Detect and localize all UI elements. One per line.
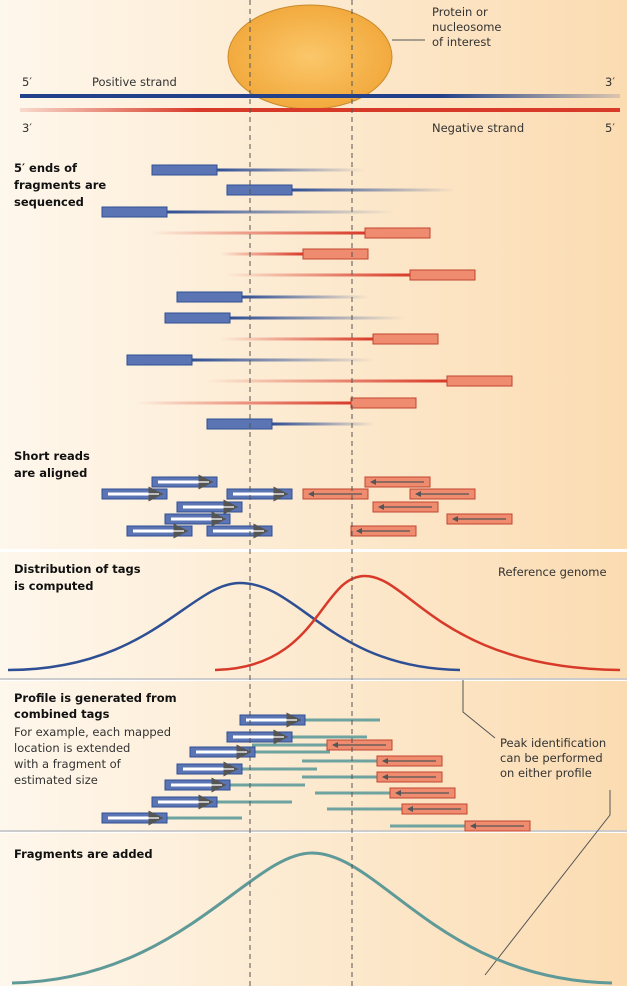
title-line: Distribution of tags — [14, 562, 141, 576]
protein — [228, 5, 392, 109]
fragment-tail — [225, 274, 410, 277]
fragment-end — [127, 355, 192, 365]
fragment-end — [303, 249, 368, 259]
fragment-end — [365, 228, 430, 238]
title-line: fragments are — [14, 178, 106, 192]
title-line: combined tags — [14, 707, 110, 721]
note-line: on either profile — [500, 766, 592, 780]
text-line: estimated size — [14, 773, 98, 787]
fragment-end — [207, 419, 272, 429]
title-line: Profile is generated from — [14, 691, 177, 705]
reference-label: Reference genome — [498, 565, 607, 579]
fragment-tail — [135, 402, 351, 405]
note-line: can be performed — [500, 751, 603, 765]
title-line: sequenced — [14, 195, 84, 209]
label-line: Protein or — [432, 5, 488, 19]
text-line: For example, each mapped — [14, 725, 171, 739]
extension — [302, 776, 377, 779]
label-line: nucleosome — [432, 20, 502, 34]
title-line: Short reads — [14, 449, 90, 463]
fragment-tail — [230, 317, 405, 320]
strand-end: 3′ — [22, 121, 32, 135]
fragment-end — [152, 165, 217, 175]
fragment-tail — [150, 232, 365, 235]
extension — [305, 719, 380, 722]
fragment-tail — [217, 169, 365, 172]
note-line: Peak identification — [500, 736, 606, 750]
fragment-end — [227, 185, 292, 195]
title-line: is computed — [14, 579, 93, 593]
fragment-end — [165, 313, 230, 323]
diagram: Protein or nucleosome of interest 5′ Pos… — [0, 0, 627, 986]
strand-label: Positive strand — [92, 75, 177, 89]
positive-strand — [20, 94, 620, 98]
fragment-tail — [242, 296, 370, 299]
fragment-tail — [220, 338, 373, 341]
extension — [242, 768, 317, 771]
strand-label: Negative strand — [432, 121, 524, 135]
strand-end: 3′ — [605, 75, 615, 89]
extension — [252, 744, 327, 747]
fragment-end — [373, 334, 438, 344]
fragment-end — [177, 292, 242, 302]
fragment-tail — [192, 359, 375, 362]
fragment-tail — [292, 189, 455, 192]
title-line: Fragments are added — [14, 847, 153, 861]
strand-end: 5′ — [605, 121, 615, 135]
extension — [302, 760, 377, 763]
title-line: are aligned — [14, 466, 87, 480]
label-line: of interest — [432, 35, 491, 49]
fragment-tail — [272, 423, 375, 426]
extension — [292, 736, 367, 739]
text-line: with a fragment of — [14, 757, 122, 771]
strand-end: 5′ — [22, 75, 32, 89]
text-line: location is extended — [14, 741, 130, 755]
fragment-tail — [205, 380, 447, 383]
fragment-end — [351, 398, 416, 408]
extension — [217, 801, 292, 804]
fragment-end — [102, 207, 167, 217]
extension — [327, 808, 402, 811]
extension — [230, 784, 305, 787]
extension — [167, 817, 242, 820]
fragment-end — [410, 270, 475, 280]
negative-strand — [20, 108, 620, 112]
extension — [390, 825, 465, 828]
title-line: 5′ ends of — [14, 161, 78, 175]
fragment-tail — [220, 253, 303, 256]
extension — [255, 751, 330, 754]
fragment-end — [447, 376, 512, 386]
fragment-tail — [167, 211, 395, 214]
step-title: Fragments are added — [14, 847, 153, 861]
